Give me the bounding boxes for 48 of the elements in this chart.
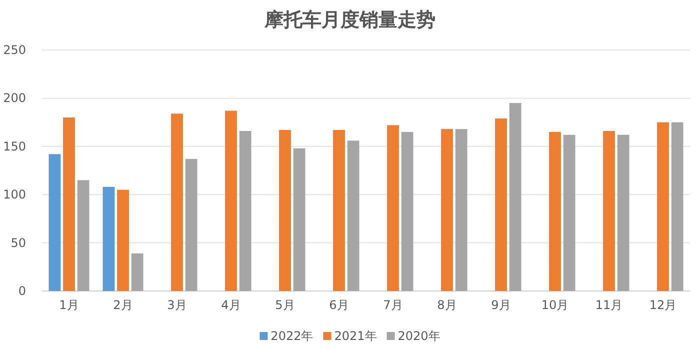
bar xyxy=(441,129,453,291)
legend-label: 2020年 xyxy=(398,329,440,343)
y-tick-label: 50 xyxy=(10,236,26,250)
bar xyxy=(495,118,507,291)
y-tick-label: 250 xyxy=(3,43,26,57)
bar xyxy=(77,180,90,291)
bar xyxy=(657,122,669,291)
y-tick-label: 100 xyxy=(3,188,26,202)
bar xyxy=(455,129,468,291)
chart-title: 摩托车月度销量走势 xyxy=(264,9,436,31)
bar xyxy=(671,122,684,291)
x-tick-label: 2月 xyxy=(113,298,133,312)
x-tick-label: 9月 xyxy=(491,298,511,312)
bar xyxy=(48,154,61,291)
y-tick-label: 0 xyxy=(18,284,26,298)
bar xyxy=(387,125,399,291)
y-tick-label: 200 xyxy=(3,91,26,106)
x-tick-label: 11月 xyxy=(595,298,623,312)
y-tick-label: 150 xyxy=(3,139,26,154)
x-tick-label: 4月 xyxy=(221,298,241,312)
legend-label: 2021年 xyxy=(334,329,377,343)
bar xyxy=(347,140,360,291)
bar xyxy=(185,158,198,291)
bar xyxy=(549,132,561,291)
legend-label: 2022年 xyxy=(270,329,314,343)
bar xyxy=(117,190,129,291)
bar xyxy=(102,186,115,291)
bar xyxy=(63,117,75,291)
bar xyxy=(563,134,576,291)
x-tick-label: 3月 xyxy=(167,298,187,312)
x-tick-label: 7月 xyxy=(383,298,403,312)
x-tick-label: 8月 xyxy=(437,298,457,312)
bar xyxy=(293,148,306,291)
bar xyxy=(509,103,522,291)
bar xyxy=(333,130,345,291)
bar xyxy=(603,130,615,291)
bar xyxy=(131,253,144,291)
bar xyxy=(225,110,237,291)
x-tick-label: 10月 xyxy=(541,298,569,312)
bar xyxy=(279,130,291,291)
bar xyxy=(171,114,183,291)
bar xyxy=(401,132,414,291)
x-tick-label: 6月 xyxy=(329,298,349,312)
bar xyxy=(239,130,252,291)
x-tick-label: 12月 xyxy=(649,298,677,312)
bar xyxy=(617,134,630,291)
x-tick-label: 5月 xyxy=(275,298,295,312)
x-tick-label: 1月 xyxy=(59,298,79,312)
